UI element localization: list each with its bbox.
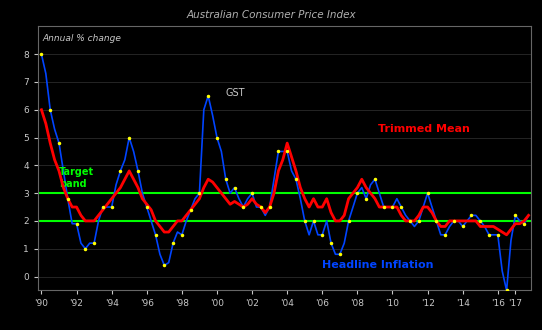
Text: Target
band: Target band xyxy=(59,167,94,189)
Text: GST: GST xyxy=(226,88,245,98)
Text: Australian Consumer Price Index: Australian Consumer Price Index xyxy=(186,10,356,20)
Text: Annual % change: Annual % change xyxy=(43,34,122,43)
Text: Trimmed Mean: Trimmed Mean xyxy=(378,124,470,134)
Text: Headline Inflation: Headline Inflation xyxy=(322,260,434,270)
